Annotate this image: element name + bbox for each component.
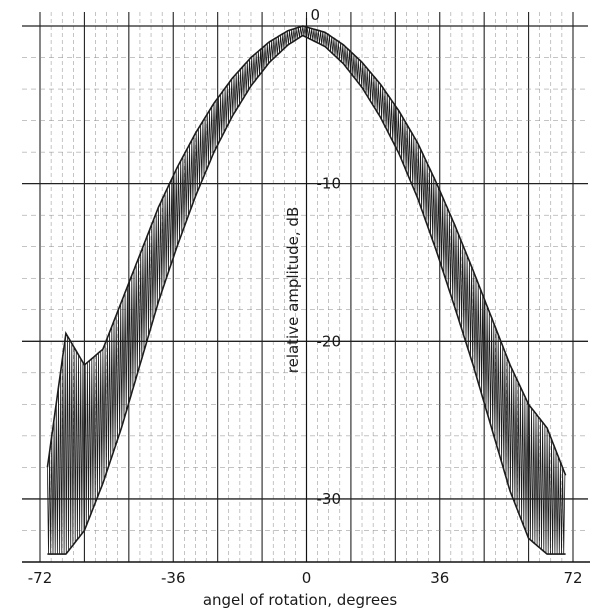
x-tick-label: 36 [430,569,449,587]
y-tick-label: -10 [317,175,342,193]
x-axis-label: angel of rotation, degrees [203,591,398,609]
trace-upper-envelope [46,25,567,476]
x-tick-label: -36 [161,569,186,587]
y-tick-label: 0 [311,6,321,24]
x-tick-label: -72 [28,569,53,587]
y-axis-label: relative amplitude, dB [284,207,302,374]
grid [22,12,590,563]
trace-lower-envelope [47,34,566,555]
y-tick-label: -20 [317,332,342,350]
x-tick-label: 72 [563,569,582,587]
measurement-trace [46,25,567,555]
x-tick-label: 0 [302,569,312,587]
y-tick-label: -30 [317,490,342,508]
tick-labels: -72 -36 0 36 72 0 -10 -20 -30 [28,6,583,587]
